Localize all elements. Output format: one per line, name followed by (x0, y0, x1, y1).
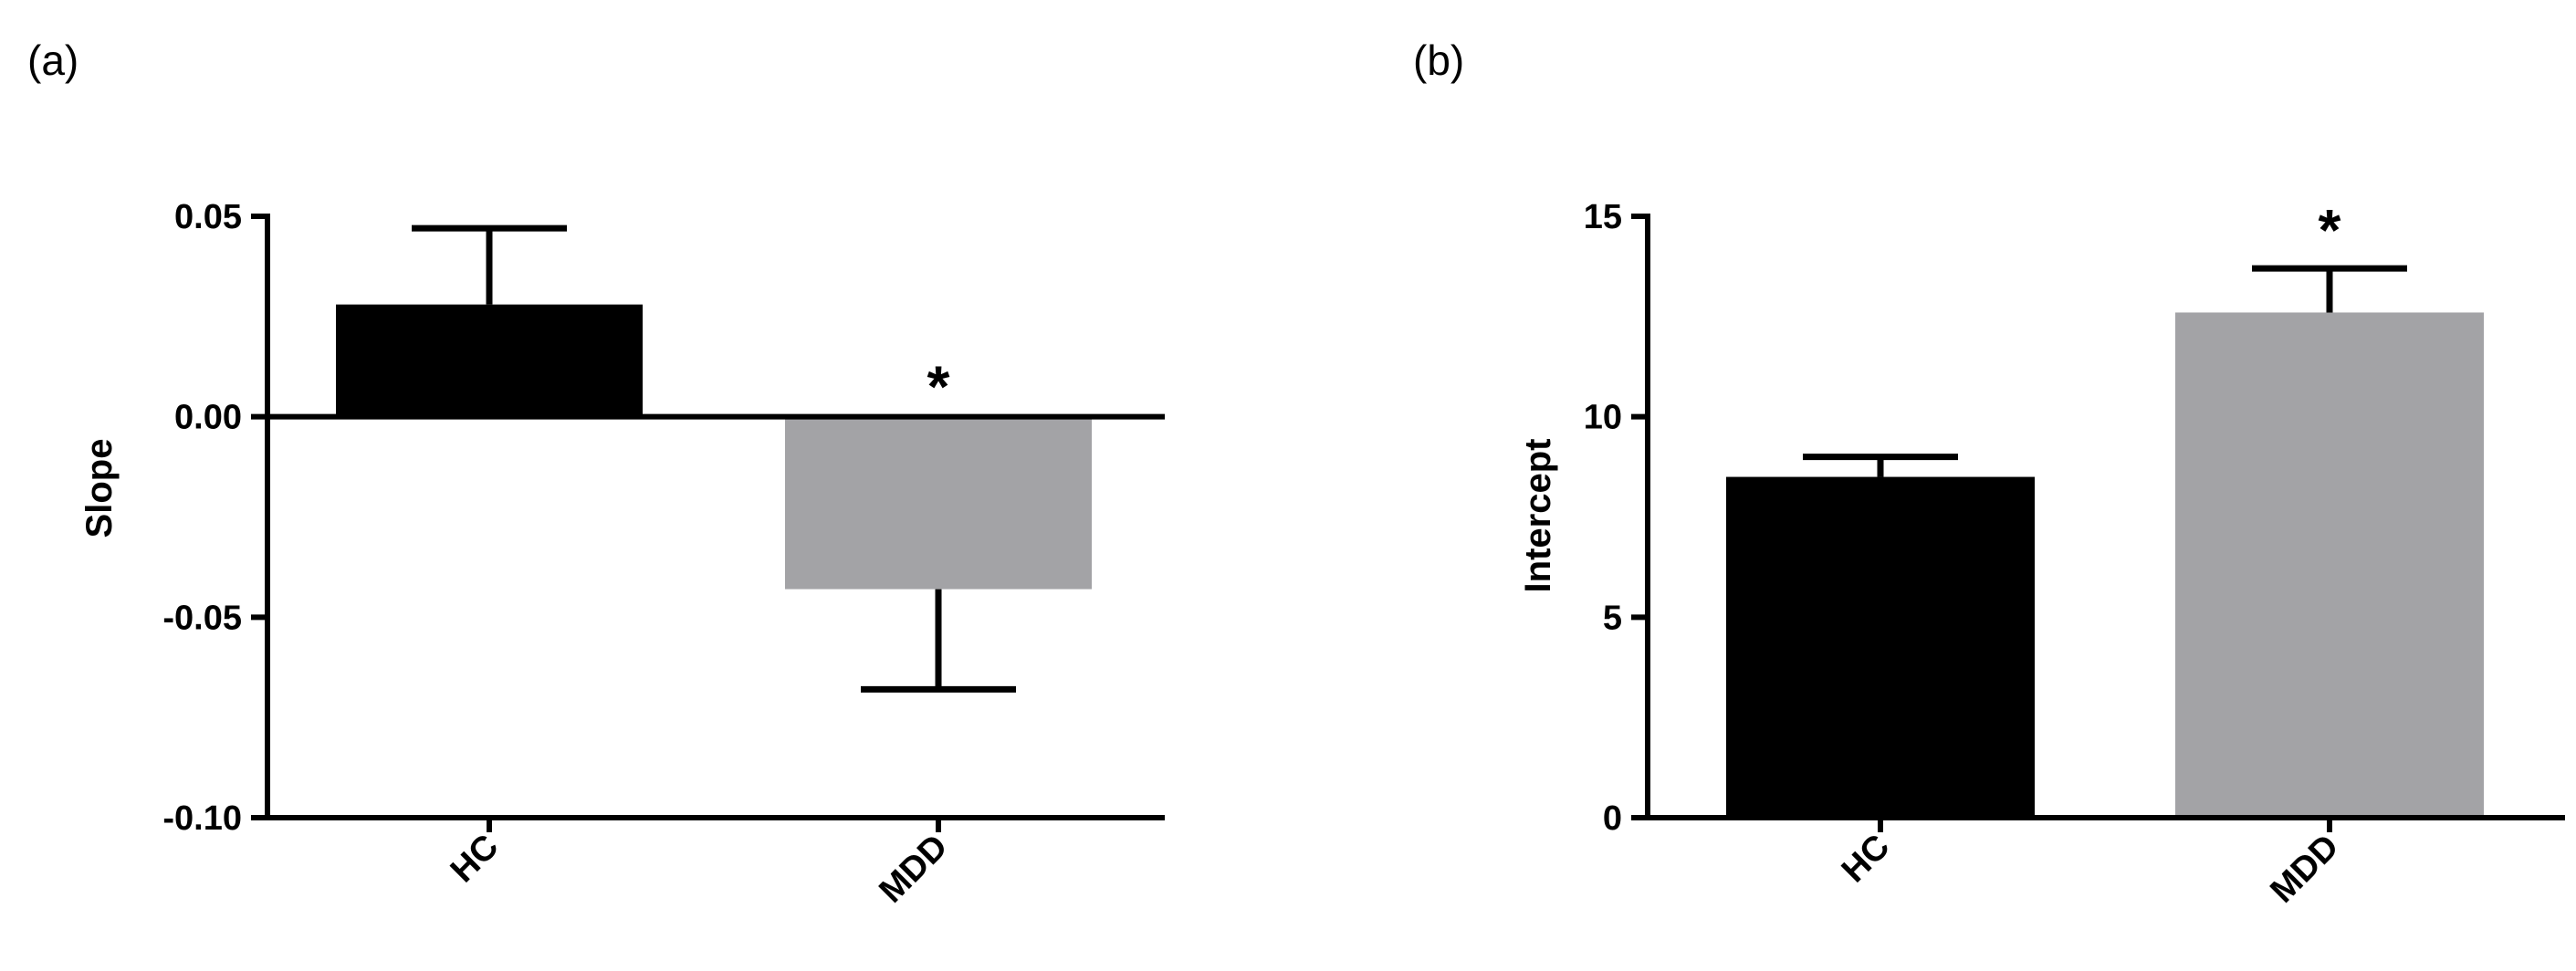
panel-b: (b) Intercept HC MDD 0 5 10 15 * (1413, 37, 2565, 911)
panel-b-y-tick-label: 15 (1584, 198, 1622, 236)
panel-b-bar-mdd (2175, 312, 2484, 818)
panel-a-label: (a) (27, 37, 79, 84)
panel-a-x-tick-label-hc: HC (444, 828, 507, 891)
panel-a-x-tick-label-mdd: MDD (872, 828, 955, 911)
panel-a-y-tick-label: -0.10 (162, 799, 242, 838)
panel-b-x-tick-label-mdd: MDD (2263, 828, 2346, 911)
panel-a-y-tick-label: 0.00 (174, 399, 242, 437)
panel-a: (a) Slope HC MDD 0.05 0.00 -0.05 -0.10 * (27, 37, 1165, 911)
panel-b-y-tick-label: 5 (1603, 599, 1622, 637)
panel-b-y-axis-title: Intercept (1518, 439, 1558, 593)
panel-a-y-axis-title: Slope (79, 439, 120, 538)
panel-a-bar-hc (336, 304, 643, 417)
panel-a-y-tick-label: -0.05 (162, 599, 242, 637)
panel-a-significance-star: * (927, 354, 950, 420)
panel-b-label: (b) (1413, 37, 1464, 84)
panel-b-y-tick-label: 10 (1584, 399, 1622, 437)
panel-b-x-tick-label-hc: HC (1835, 828, 1898, 891)
panel-a-y-tick-label: 0.05 (174, 198, 242, 236)
panel-b-significance-star: * (2319, 197, 2341, 263)
panel-a-bar-mdd (785, 416, 1092, 590)
panel-b-bar-hc (1726, 476, 2035, 818)
panel-b-y-tick-label: 0 (1603, 799, 1622, 838)
